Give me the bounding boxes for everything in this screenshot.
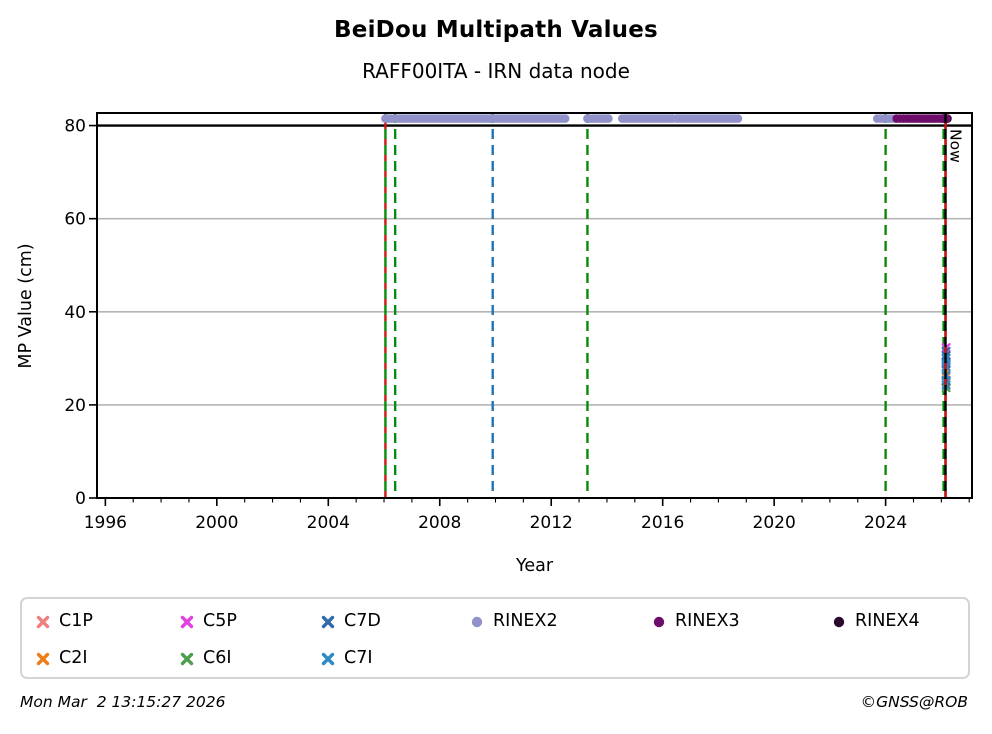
legend-item-c6i: C6I	[177, 647, 232, 669]
rinex4-marker-icon	[833, 616, 845, 628]
series-rinex2	[381, 114, 900, 123]
legend-label: RINEX4	[855, 611, 920, 631]
svg-text:2008: 2008	[418, 513, 461, 533]
legend-label: C6I	[203, 648, 232, 668]
svg-text:1996: 1996	[84, 513, 127, 533]
gridlines	[97, 217, 972, 406]
svg-text:40: 40	[64, 303, 86, 323]
legend-item-c7i: C7I	[318, 647, 373, 669]
plot-timestamp: Mon Mar 2 13:15:27 2026	[20, 693, 226, 711]
c5p-marker-icon	[180, 615, 194, 629]
c6i-marker-icon	[180, 652, 194, 666]
svg-text:20: 20	[64, 396, 86, 416]
legend-item-rinex2: RINEX2	[467, 610, 558, 632]
legend-label: C1P	[59, 611, 93, 631]
c7i-marker-icon	[321, 652, 335, 666]
chart-subtitle: RAFF00ITA - IRN data node	[362, 59, 630, 83]
legend-box: C1P C2I C5P C6I C7D C7I RINEX2 RINEX3 RINEX4	[20, 597, 970, 679]
y-axis-label: MP Value (cm)	[16, 243, 36, 368]
legend-item-c1p: C1P	[33, 610, 93, 632]
svg-text:2016: 2016	[641, 513, 684, 533]
c1p-marker-icon	[36, 615, 50, 629]
chart-title: BeiDou Multipath Values	[334, 17, 658, 43]
event-lines-under	[384, 113, 945, 498]
svg-text:2012: 2012	[530, 513, 573, 533]
event-lines-over	[384, 113, 947, 498]
c2i-marker-icon	[36, 652, 50, 666]
plot-area: 1996 2000 2004 2008 2012 2016 2020 2024 0 20 40 60 8…	[16, 112, 973, 576]
legend-label: C2I	[59, 648, 88, 668]
y-axis-ticks: 0 20 40 60 80	[64, 117, 97, 509]
legend-item-c7d: C7D	[318, 610, 381, 632]
rinex2-marker-icon	[471, 616, 483, 628]
svg-text:2004: 2004	[307, 513, 350, 533]
legend-label: RINEX2	[493, 611, 558, 631]
plot-border	[96, 112, 973, 499]
svg-text:2000: 2000	[195, 513, 238, 533]
legend-item-c2i: C2I	[33, 647, 88, 669]
x-axis-ticks: 1996 2000 2004 2008 2012 2016 2020 2024	[84, 498, 970, 533]
legend-item-rinex4: RINEX4	[829, 610, 920, 632]
c7d-marker-icon	[321, 615, 335, 629]
svg-text:0: 0	[75, 489, 86, 509]
svg-text:80: 80	[64, 117, 86, 137]
legend-label: C7D	[344, 611, 381, 631]
legend-label: C7I	[344, 648, 373, 668]
legend-label: RINEX3	[675, 611, 740, 631]
svg-text:2020: 2020	[753, 513, 796, 533]
now-label: Now	[947, 129, 965, 163]
x-axis-label: Year	[515, 556, 554, 576]
series-rinex3	[892, 114, 951, 123]
svg-text:60: 60	[64, 210, 86, 230]
copyright-label: ©GNSS@ROB	[860, 693, 968, 711]
legend-item-rinex3: RINEX3	[649, 610, 740, 632]
legend-item-c5p: C5P	[177, 610, 237, 632]
rinex3-marker-icon	[653, 616, 665, 628]
svg-text:2024: 2024	[864, 513, 907, 533]
legend-label: C5P	[203, 611, 237, 631]
